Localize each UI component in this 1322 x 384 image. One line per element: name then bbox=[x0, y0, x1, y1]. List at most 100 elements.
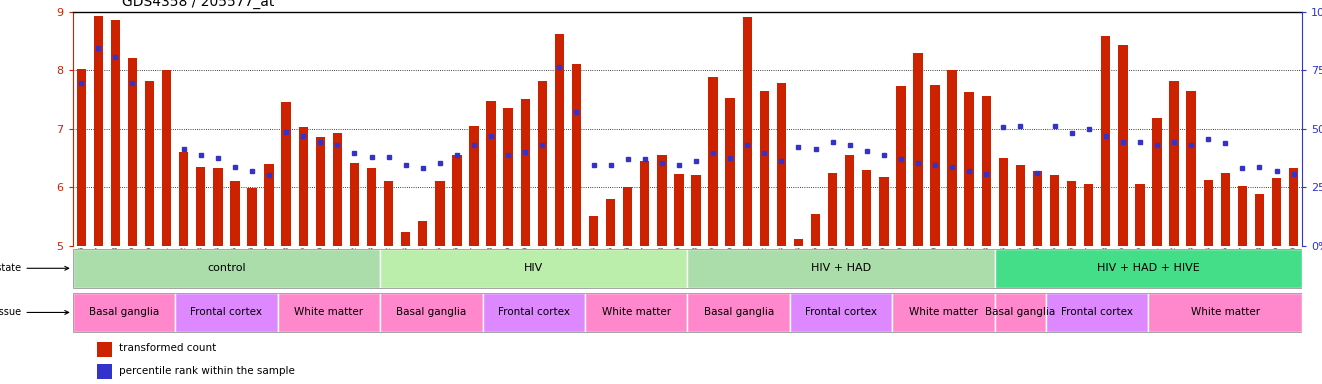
Bar bbox=[657, 155, 666, 246]
Bar bbox=[1032, 171, 1042, 246]
Bar bbox=[709, 77, 718, 246]
Bar bbox=[1046, 293, 1149, 332]
Bar bbox=[1084, 184, 1093, 246]
Text: Basal ganglia: Basal ganglia bbox=[703, 308, 773, 318]
Text: GDS4358 / 205577_at: GDS4358 / 205577_at bbox=[122, 0, 274, 9]
Text: Basal ganglia: Basal ganglia bbox=[985, 308, 1055, 318]
Bar bbox=[1118, 45, 1128, 246]
Bar bbox=[98, 364, 112, 379]
Bar bbox=[73, 249, 381, 288]
Text: Frontal cortex: Frontal cortex bbox=[498, 308, 570, 318]
Bar bbox=[994, 249, 1302, 288]
Bar bbox=[1186, 91, 1196, 246]
Bar bbox=[504, 108, 513, 246]
Bar bbox=[994, 293, 1046, 332]
Bar bbox=[350, 162, 360, 246]
Bar bbox=[401, 232, 410, 246]
Bar bbox=[1149, 293, 1302, 332]
Bar bbox=[264, 164, 274, 246]
Bar bbox=[555, 34, 564, 246]
Bar bbox=[1272, 179, 1281, 246]
Bar bbox=[1136, 184, 1145, 246]
Bar bbox=[111, 20, 120, 246]
Bar bbox=[1220, 172, 1229, 246]
Bar bbox=[94, 16, 103, 246]
Text: White matter: White matter bbox=[910, 308, 978, 318]
Bar bbox=[469, 126, 479, 246]
Bar bbox=[73, 293, 175, 332]
Bar bbox=[178, 152, 189, 246]
Bar bbox=[584, 293, 687, 332]
Bar bbox=[196, 167, 205, 246]
Text: HIV + HAD: HIV + HAD bbox=[812, 263, 871, 273]
Bar bbox=[1015, 165, 1025, 246]
Text: Frontal cortex: Frontal cortex bbox=[190, 308, 262, 318]
Bar bbox=[965, 92, 974, 246]
Bar bbox=[435, 181, 444, 246]
Bar bbox=[1237, 186, 1247, 246]
Bar bbox=[213, 168, 222, 246]
Bar bbox=[145, 81, 155, 246]
Bar bbox=[828, 172, 837, 246]
Bar bbox=[760, 91, 769, 246]
Text: transformed count: transformed count bbox=[119, 343, 217, 353]
Bar bbox=[366, 169, 377, 246]
Bar bbox=[538, 81, 547, 246]
Bar bbox=[914, 53, 923, 246]
Bar bbox=[483, 293, 584, 332]
Bar bbox=[381, 293, 483, 332]
Bar bbox=[521, 99, 530, 246]
Text: Basal ganglia: Basal ganglia bbox=[89, 308, 159, 318]
Bar bbox=[998, 158, 1009, 246]
Bar bbox=[640, 161, 649, 246]
Bar bbox=[247, 189, 256, 246]
Bar bbox=[776, 83, 787, 246]
Bar bbox=[793, 239, 804, 246]
Bar bbox=[687, 293, 791, 332]
Bar bbox=[381, 249, 687, 288]
Bar bbox=[452, 155, 461, 246]
Bar bbox=[1170, 81, 1179, 246]
Bar bbox=[486, 101, 496, 246]
Bar bbox=[571, 64, 582, 246]
Bar bbox=[605, 199, 615, 246]
Bar bbox=[299, 127, 308, 246]
Bar bbox=[879, 177, 888, 246]
Text: White matter: White matter bbox=[1191, 308, 1260, 318]
Text: percentile rank within the sample: percentile rank within the sample bbox=[119, 366, 295, 376]
Text: Frontal cortex: Frontal cortex bbox=[805, 308, 876, 318]
Bar bbox=[1153, 118, 1162, 246]
Bar bbox=[73, 249, 1302, 288]
Bar bbox=[278, 293, 381, 332]
Text: White matter: White matter bbox=[295, 308, 364, 318]
Bar bbox=[674, 174, 683, 246]
Bar bbox=[623, 187, 632, 246]
Bar bbox=[418, 221, 427, 246]
Bar bbox=[687, 249, 994, 288]
Bar bbox=[1255, 194, 1264, 246]
Bar bbox=[1050, 175, 1059, 246]
Bar bbox=[743, 17, 752, 246]
Bar bbox=[1067, 181, 1076, 246]
Text: tissue: tissue bbox=[0, 308, 69, 318]
Text: disease state: disease state bbox=[0, 263, 69, 273]
Bar bbox=[175, 293, 278, 332]
Bar bbox=[948, 70, 957, 246]
Text: control: control bbox=[208, 263, 246, 273]
Bar bbox=[588, 217, 599, 246]
Bar bbox=[862, 170, 871, 246]
Bar bbox=[892, 293, 994, 332]
Bar bbox=[1289, 169, 1298, 246]
Bar bbox=[383, 181, 394, 246]
Text: White matter: White matter bbox=[602, 308, 670, 318]
Bar bbox=[282, 102, 291, 246]
Bar bbox=[98, 342, 112, 356]
Bar bbox=[161, 70, 172, 246]
Bar bbox=[333, 133, 342, 246]
Bar bbox=[128, 58, 137, 246]
Bar bbox=[726, 98, 735, 246]
Bar bbox=[896, 86, 906, 246]
Bar bbox=[73, 293, 1302, 332]
Bar bbox=[845, 155, 854, 246]
Bar bbox=[931, 85, 940, 246]
